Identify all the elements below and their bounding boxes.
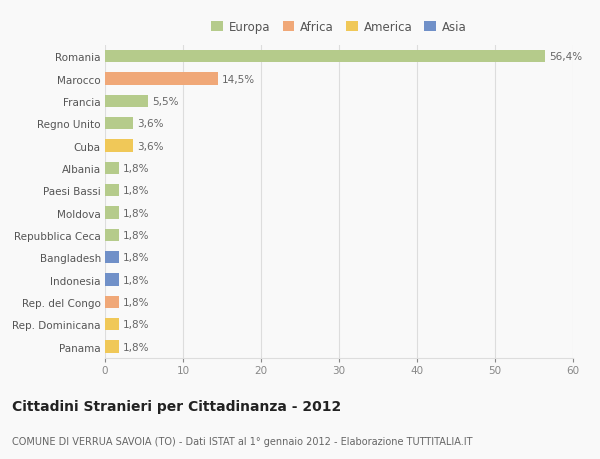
Text: Cittadini Stranieri per Cittadinanza - 2012: Cittadini Stranieri per Cittadinanza - 2…	[12, 399, 341, 413]
Bar	[105, 274, 119, 286]
Text: 14,5%: 14,5%	[222, 74, 255, 84]
Bar	[105, 207, 119, 219]
Text: 1,8%: 1,8%	[123, 208, 149, 218]
Bar	[105, 185, 119, 197]
Text: 1,8%: 1,8%	[123, 342, 149, 352]
Text: 3,6%: 3,6%	[137, 119, 163, 129]
Bar	[105, 162, 119, 175]
Bar	[105, 51, 545, 63]
Text: 1,8%: 1,8%	[123, 163, 149, 174]
Text: 56,4%: 56,4%	[549, 52, 582, 62]
Bar	[105, 140, 133, 152]
Text: 3,6%: 3,6%	[137, 141, 163, 151]
Bar	[105, 73, 218, 85]
Text: 1,8%: 1,8%	[123, 297, 149, 307]
Bar	[105, 341, 119, 353]
Bar	[105, 252, 119, 264]
Text: 1,8%: 1,8%	[123, 319, 149, 330]
Text: 1,8%: 1,8%	[123, 275, 149, 285]
Text: 5,5%: 5,5%	[152, 97, 178, 106]
Text: COMUNE DI VERRUA SAVOIA (TO) - Dati ISTAT al 1° gennaio 2012 - Elaborazione TUTT: COMUNE DI VERRUA SAVOIA (TO) - Dati ISTA…	[12, 436, 473, 446]
Bar	[105, 118, 133, 130]
Bar	[105, 230, 119, 241]
Text: 1,8%: 1,8%	[123, 253, 149, 263]
Bar	[105, 95, 148, 108]
Legend: Europa, Africa, America, Asia: Europa, Africa, America, Asia	[211, 21, 467, 34]
Text: 1,8%: 1,8%	[123, 186, 149, 196]
Bar	[105, 319, 119, 330]
Bar	[105, 296, 119, 308]
Text: 1,8%: 1,8%	[123, 230, 149, 241]
